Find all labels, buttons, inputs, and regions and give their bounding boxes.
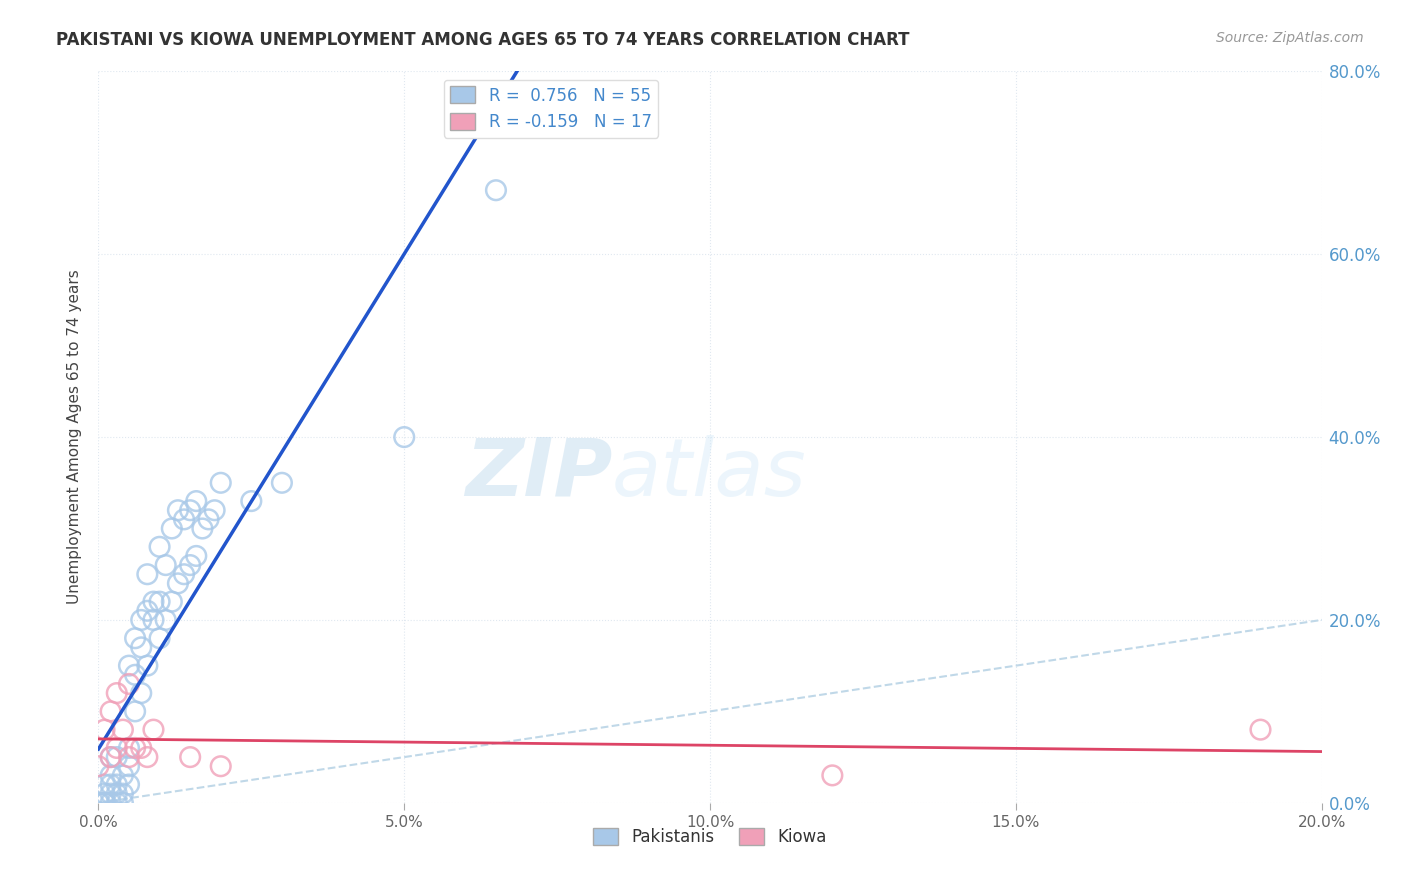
Point <box>142 594 165 608</box>
Point <box>186 494 208 508</box>
Point <box>821 768 844 782</box>
Point <box>155 558 177 573</box>
Point <box>111 768 134 782</box>
Point <box>240 494 263 508</box>
Point <box>149 540 172 554</box>
Point <box>197 512 219 526</box>
Point <box>270 475 292 490</box>
Point <box>142 723 165 737</box>
Point <box>118 677 141 691</box>
Point <box>136 750 159 764</box>
Point <box>167 503 190 517</box>
Point <box>100 778 122 792</box>
Point <box>100 750 122 764</box>
Point <box>209 759 232 773</box>
Point <box>136 567 159 582</box>
Point <box>105 796 128 810</box>
Point <box>129 686 152 700</box>
Point <box>167 576 190 591</box>
Point <box>87 759 110 773</box>
Point <box>93 796 115 810</box>
Text: atlas: atlas <box>612 434 807 513</box>
Point <box>204 503 226 517</box>
Point <box>179 503 201 517</box>
Point <box>105 686 128 700</box>
Point <box>100 796 122 810</box>
Point <box>118 658 141 673</box>
Point <box>160 521 183 535</box>
Point <box>129 740 152 755</box>
Point <box>124 667 146 681</box>
Point <box>136 604 159 618</box>
Point <box>173 567 195 582</box>
Point <box>100 705 122 719</box>
Point <box>118 759 141 773</box>
Point <box>160 594 183 608</box>
Point <box>111 787 134 801</box>
Point <box>136 658 159 673</box>
Point <box>124 740 146 755</box>
Point <box>100 750 122 764</box>
Point <box>118 740 141 755</box>
Point <box>173 512 195 526</box>
Y-axis label: Unemployment Among Ages 65 to 74 years: Unemployment Among Ages 65 to 74 years <box>67 269 83 605</box>
Point <box>118 778 141 792</box>
Point <box>485 183 508 197</box>
Point <box>142 613 165 627</box>
Text: PAKISTANI VS KIOWA UNEMPLOYMENT AMONG AGES 65 TO 74 YEARS CORRELATION CHART: PAKISTANI VS KIOWA UNEMPLOYMENT AMONG AG… <box>56 31 910 49</box>
Text: ZIP: ZIP <box>465 434 612 513</box>
Point <box>129 640 152 655</box>
Point <box>124 632 146 646</box>
Point <box>149 594 172 608</box>
Point <box>191 521 214 535</box>
Point <box>105 740 128 755</box>
Point <box>1249 723 1271 737</box>
Point <box>105 787 128 801</box>
Point <box>124 705 146 719</box>
Point <box>87 796 110 810</box>
Point <box>209 475 232 490</box>
Point <box>100 768 122 782</box>
Point <box>93 796 115 810</box>
Point <box>93 787 115 801</box>
Point <box>186 549 208 563</box>
Point <box>100 787 122 801</box>
Point <box>111 796 134 810</box>
Point <box>155 613 177 627</box>
Point <box>149 632 172 646</box>
Point <box>118 750 141 764</box>
Text: Source: ZipAtlas.com: Source: ZipAtlas.com <box>1216 31 1364 45</box>
Point <box>111 723 134 737</box>
Point <box>105 750 128 764</box>
Point <box>392 430 416 444</box>
Point <box>93 778 115 792</box>
Point <box>105 778 128 792</box>
Point <box>129 613 152 627</box>
Point <box>179 750 201 764</box>
Point <box>179 558 201 573</box>
Point <box>93 723 115 737</box>
Legend: Pakistanis, Kiowa: Pakistanis, Kiowa <box>586 822 834 853</box>
